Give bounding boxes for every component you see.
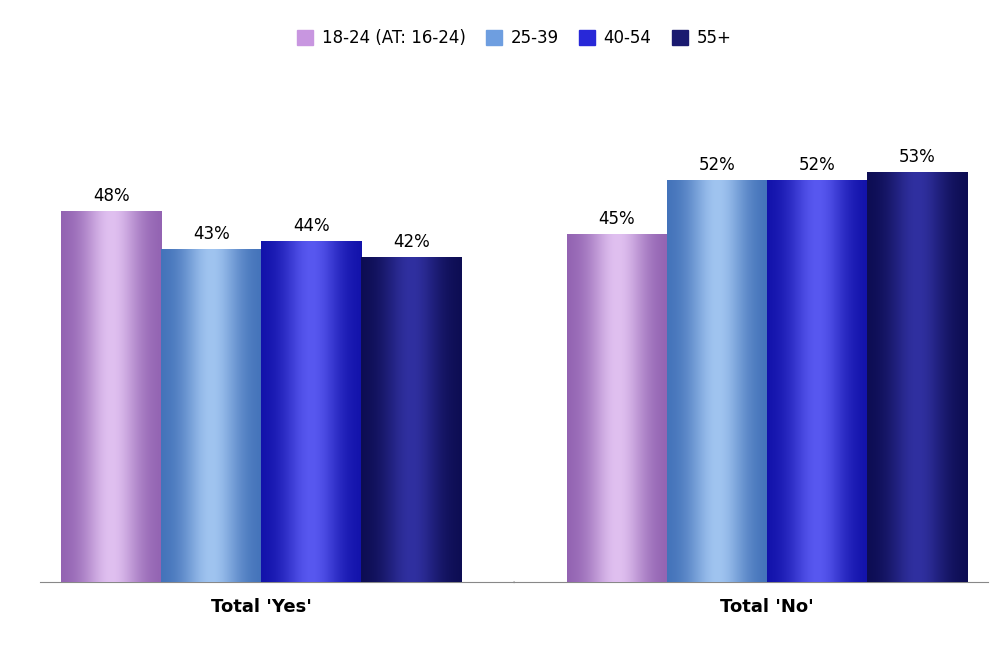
Text: 42%: 42% [393, 233, 429, 251]
Text: 44%: 44% [293, 217, 330, 235]
Text: 52%: 52% [699, 155, 735, 174]
Text: 52%: 52% [798, 155, 836, 174]
Text: 43%: 43% [193, 225, 230, 243]
Text: 45%: 45% [599, 210, 635, 227]
Text: 53%: 53% [898, 148, 935, 166]
Text: 48%: 48% [93, 186, 130, 204]
Legend: 18-24 (AT: 16-24), 25-39, 40-54, 55+: 18-24 (AT: 16-24), 25-39, 40-54, 55+ [290, 22, 738, 54]
